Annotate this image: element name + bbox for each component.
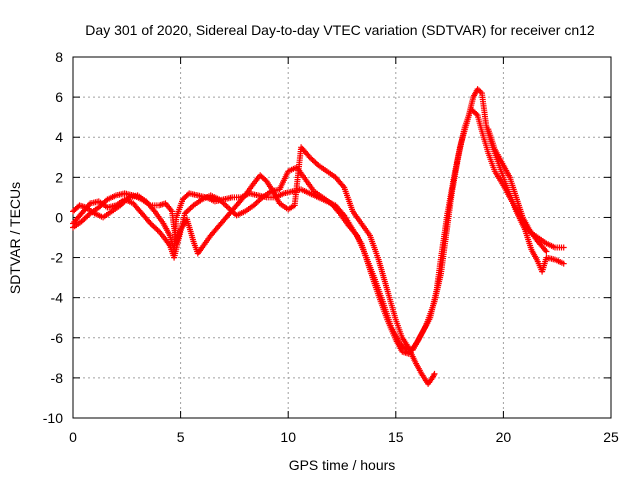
x-tick-label: 0 (69, 429, 77, 445)
series-trace-d (485, 126, 550, 255)
y-tick-label: -4 (51, 290, 64, 306)
series-trace-b (70, 144, 438, 387)
y-tick-label: 4 (55, 129, 63, 145)
x-tick-label: 10 (280, 429, 296, 445)
series-trace-c (70, 86, 567, 353)
y-tick-label: -2 (51, 250, 64, 266)
data-point (431, 370, 438, 377)
data-point (473, 111, 480, 117)
data-point (560, 260, 567, 267)
y-tick-label: 2 (55, 169, 63, 185)
x-axis: 0 5 10 15 20 25 (69, 57, 619, 445)
y-axis-label: SDTVAR / TECUs (7, 182, 23, 294)
y-tick-label: -10 (43, 410, 63, 426)
data-points (70, 86, 567, 387)
x-tick-label: 15 (388, 429, 404, 445)
x-tick-label: 20 (496, 429, 512, 445)
x-axis-label: GPS time / hours (289, 457, 396, 473)
y-tick-label: -8 (51, 370, 64, 386)
y-tick-label: -6 (51, 330, 64, 346)
y-tick-label: 8 (55, 49, 63, 65)
data-point (402, 345, 409, 352)
chart-title: Day 301 of 2020, Sidereal Day-to-day VTE… (85, 22, 595, 38)
data-point (430, 372, 437, 379)
y-tick-label: 0 (55, 209, 63, 225)
plot-frame (72, 56, 612, 419)
data-point (560, 244, 567, 251)
x-tick-label: 5 (177, 429, 185, 445)
x-tick-label: 25 (603, 429, 619, 445)
data-point (543, 248, 550, 255)
y-axis: -10 -8 -6 -4 -2 0 2 4 6 8 (43, 49, 611, 426)
y-tick-label: 6 (55, 89, 63, 105)
